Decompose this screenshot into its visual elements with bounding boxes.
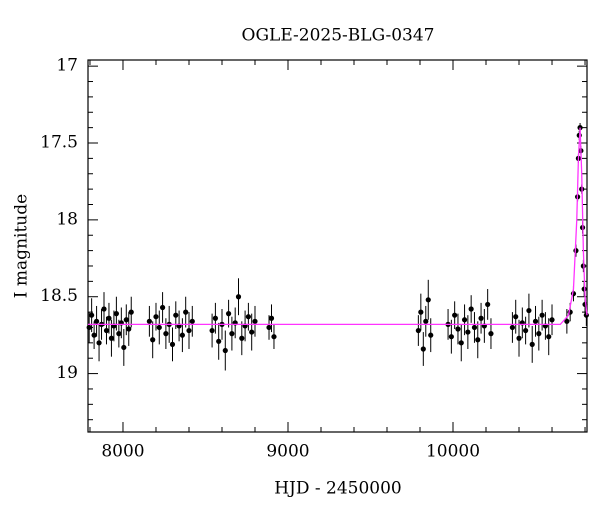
data-point [123, 317, 129, 323]
data-point [529, 341, 535, 347]
data-point [425, 297, 431, 303]
data-point [106, 315, 112, 321]
model-curve [88, 127, 588, 326]
data-point [96, 340, 102, 346]
data-point [266, 324, 272, 331]
data-point [428, 332, 434, 338]
data-point [189, 318, 195, 324]
data-point [418, 309, 424, 315]
data-point [509, 324, 516, 331]
chart-title: OGLE-2025-BLG-0347 [242, 26, 435, 46]
data-point [169, 341, 176, 347]
data-point [128, 309, 134, 315]
data-point [471, 324, 478, 331]
data-point [415, 327, 421, 334]
data-point [126, 326, 132, 332]
data-point [583, 312, 589, 318]
data-point [516, 335, 522, 341]
data-point [532, 318, 539, 324]
data-point [222, 347, 228, 354]
data-point [452, 312, 458, 318]
data-point [448, 334, 454, 340]
data-point [108, 335, 115, 341]
data-point [549, 317, 555, 323]
data-point [93, 318, 100, 324]
data-point [179, 332, 185, 338]
x-axis-label: HJD - 2450000 [274, 479, 402, 499]
data-point [113, 311, 119, 317]
data-point [245, 314, 251, 320]
data-point [156, 324, 162, 331]
data-point [146, 318, 152, 324]
data-point [546, 334, 552, 340]
data-point [475, 337, 481, 343]
data-point [420, 346, 426, 352]
data-point [121, 344, 127, 351]
data-point [150, 337, 156, 343]
data-point [212, 315, 218, 321]
data-point [91, 332, 97, 338]
data-point [116, 331, 122, 337]
data-point [539, 312, 545, 318]
data-point [526, 307, 532, 314]
data-point [89, 312, 95, 318]
y-tick-label: 18.5 [40, 286, 78, 306]
y-tick-label: 17.5 [40, 133, 78, 153]
x-tick-label: 10000 [426, 442, 480, 462]
data-point [249, 329, 255, 335]
data-point [235, 294, 242, 300]
data-point [455, 326, 461, 332]
data-point [159, 304, 166, 311]
data-point [271, 334, 277, 340]
data-point [488, 331, 494, 337]
data-point [423, 318, 429, 324]
data-point [163, 331, 169, 337]
data-point [536, 331, 542, 337]
data-point [209, 327, 215, 334]
data-point [229, 331, 235, 337]
data-point [523, 327, 529, 334]
data-point [86, 324, 92, 331]
data-point [513, 314, 519, 320]
data-point [458, 340, 464, 346]
data-point [101, 306, 107, 312]
data-point [183, 309, 189, 315]
data-point [252, 318, 258, 324]
data-point [268, 315, 275, 321]
data-point [465, 329, 471, 335]
x-tick-label: 9000 [266, 442, 309, 462]
data-point [461, 317, 468, 323]
data-point [216, 338, 222, 344]
y-tick-label: 17 [56, 56, 78, 76]
data-point [485, 301, 491, 308]
plot-frame [87, 59, 588, 433]
y-tick-label: 19 [56, 363, 78, 383]
data-point [478, 315, 484, 321]
data-point [564, 318, 570, 324]
data-point [186, 327, 192, 334]
data-point [468, 306, 474, 312]
data-point [225, 311, 232, 317]
y-axis-label: I magnitude [12, 194, 32, 298]
y-tick-label: 18 [56, 209, 78, 229]
x-tick-label: 8000 [101, 442, 144, 462]
data-point [239, 335, 245, 341]
data-point [103, 327, 110, 334]
data-point [153, 314, 159, 320]
data-point [173, 312, 179, 318]
